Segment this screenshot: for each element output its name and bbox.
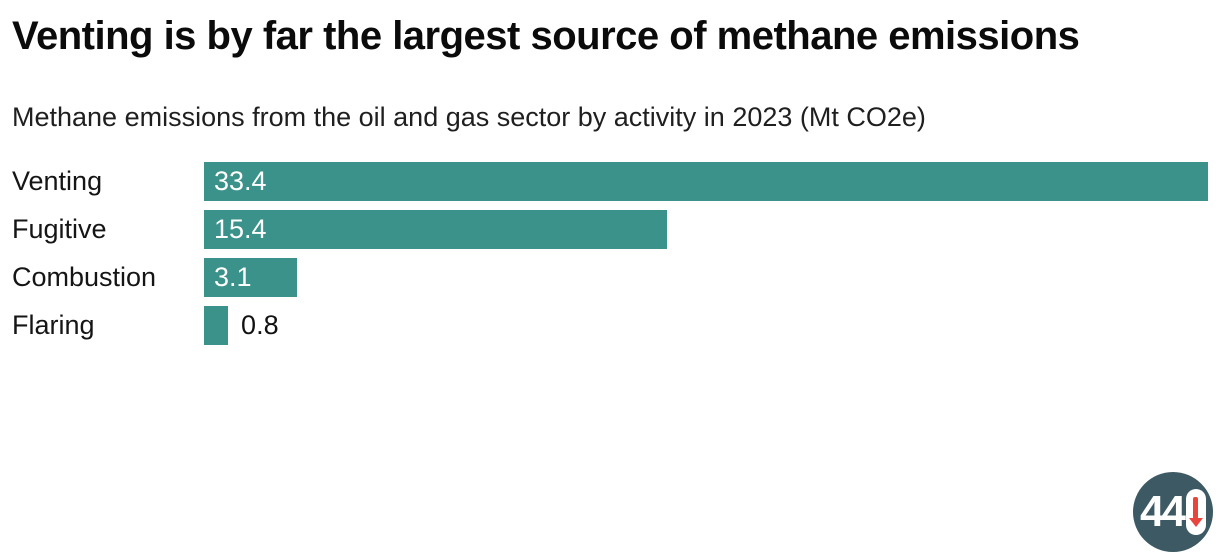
value-label-flaring: 0.8	[241, 310, 279, 340]
bar-track: 15.4	[204, 210, 1208, 249]
bar-track: 3.1	[204, 258, 1208, 297]
bar-combustion: 3.1	[204, 258, 298, 297]
chart-row: Fugitive 15.4	[12, 210, 1208, 249]
bar-track: 0.8	[204, 306, 1208, 345]
chart-row: Combustion 3.1	[12, 258, 1208, 297]
bar-chart: Venting 33.4 Fugitive 15.4 Combustion 3.1 Flar…	[12, 162, 1208, 345]
value-label-fugitive: 15.4	[214, 214, 267, 244]
chart-row: Venting 33.4	[12, 162, 1208, 201]
down-arrow-shaft	[1193, 497, 1199, 519]
zero-down-arrow-icon	[1185, 489, 1206, 535]
chart-title: Venting is by far the largest source of …	[12, 14, 1080, 58]
down-arrow-head	[1188, 518, 1203, 527]
category-label-combustion: Combustion	[12, 262, 157, 292]
category-label-venting: Venting	[12, 166, 103, 196]
bar-fugitive: 15.4	[204, 210, 667, 249]
bar-venting: 33.4	[204, 162, 1208, 201]
logo-440: 44	[1133, 472, 1213, 552]
chart-subtitle: Methane emissions from the oil and gas s…	[12, 102, 926, 132]
bar-track: 33.4	[204, 162, 1208, 201]
value-label-combustion: 3.1	[214, 262, 252, 292]
logo-digits: 44	[1140, 487, 1186, 536]
category-label-flaring: Flaring	[12, 310, 95, 340]
value-label-venting: 33.4	[214, 166, 267, 196]
bar-flaring	[204, 306, 229, 345]
category-label-fugitive: Fugitive	[12, 214, 107, 244]
chart-row: Flaring 0.8	[12, 306, 1208, 345]
